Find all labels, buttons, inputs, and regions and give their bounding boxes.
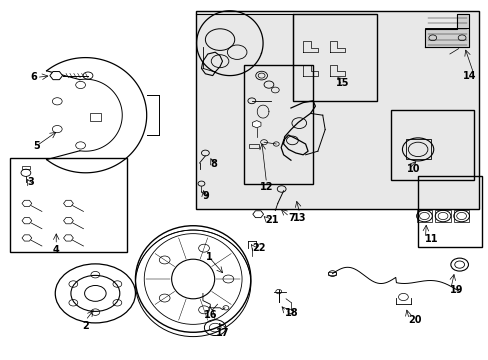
Text: 8: 8 — [210, 159, 217, 169]
Text: 12: 12 — [259, 182, 273, 192]
Bar — [90, 113, 101, 121]
Bar — [390, 110, 473, 180]
Text: 9: 9 — [203, 191, 209, 201]
Text: 13: 13 — [292, 213, 306, 223]
Text: 11: 11 — [424, 234, 437, 244]
Text: 16: 16 — [203, 310, 217, 320]
Bar — [416, 210, 431, 222]
Text: 17: 17 — [215, 328, 229, 338]
Text: 15: 15 — [335, 78, 348, 88]
Bar — [425, 28, 468, 47]
Text: 3: 3 — [27, 177, 34, 187]
Bar — [195, 11, 478, 209]
Bar — [244, 65, 312, 184]
Bar — [293, 14, 376, 101]
Polygon shape — [425, 14, 468, 47]
Text: 22: 22 — [251, 243, 265, 253]
Bar — [249, 144, 259, 148]
Bar — [417, 176, 481, 247]
Text: 14: 14 — [462, 71, 476, 81]
Text: 1: 1 — [205, 252, 212, 262]
Bar — [293, 14, 376, 101]
Bar — [434, 210, 450, 222]
Text: 5: 5 — [33, 141, 40, 151]
Text: 20: 20 — [407, 315, 421, 325]
Text: 18: 18 — [285, 308, 298, 318]
Text: 4: 4 — [53, 245, 60, 255]
Bar — [327, 272, 336, 275]
Text: 6: 6 — [30, 72, 37, 82]
Text: 10: 10 — [407, 164, 420, 174]
Text: 19: 19 — [449, 285, 463, 295]
Bar — [453, 210, 468, 222]
Bar — [405, 139, 430, 159]
Bar — [10, 158, 127, 252]
Text: 21: 21 — [264, 215, 278, 225]
Text: 2: 2 — [82, 321, 89, 331]
Bar — [195, 11, 478, 209]
Bar — [22, 166, 30, 169]
Text: 7: 7 — [288, 213, 295, 223]
